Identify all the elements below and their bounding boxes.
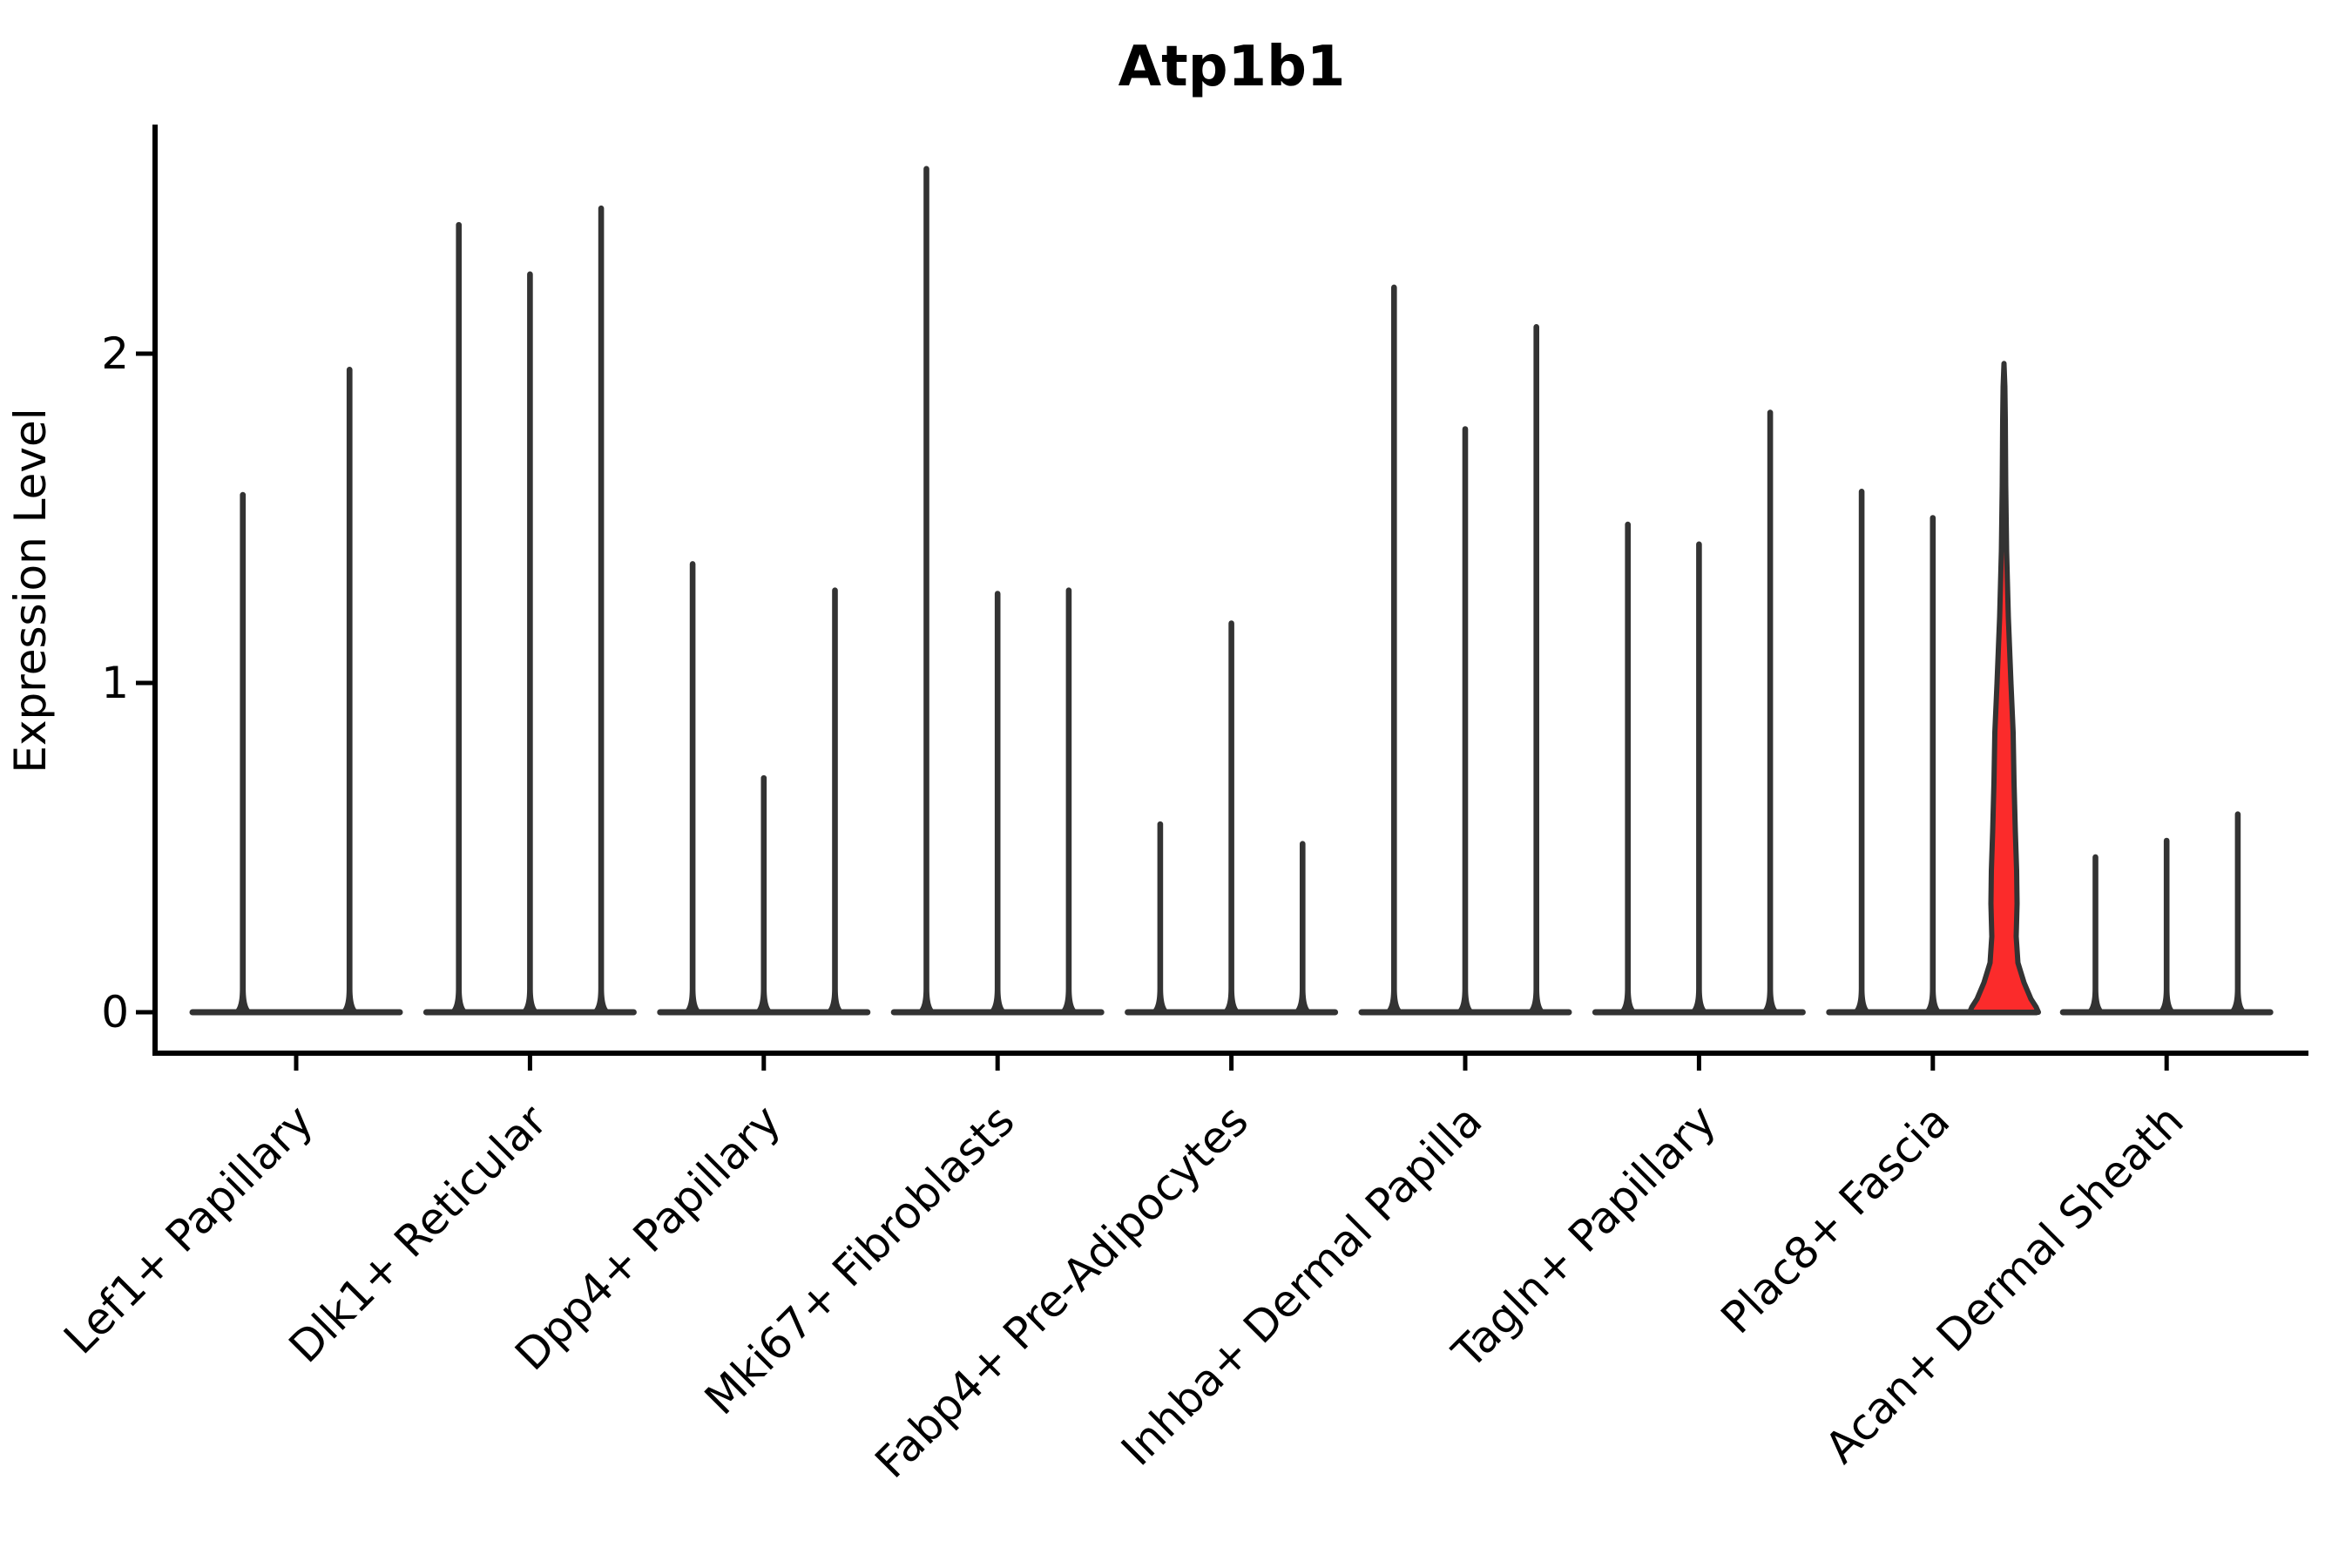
y-axis-label: Expression Level <box>5 408 56 773</box>
violin-spike <box>1382 284 1405 1012</box>
x-tick-label: Dlk1+ Reticular <box>280 1095 557 1372</box>
violin-spike <box>1687 541 1710 1012</box>
violin-spike <box>1759 409 1781 1012</box>
violin-baseline <box>189 1009 403 1016</box>
violin-spike <box>1922 515 1944 1012</box>
violin-spike <box>1058 587 1080 1012</box>
x-tick-label: Fabp4+ Pre-Adipocytes <box>866 1095 1259 1488</box>
x-tick-label: Plac8+ Fascia <box>1712 1095 1960 1343</box>
x-tick-label: Lef1+ Papillary <box>54 1095 322 1363</box>
violin-spike <box>753 774 775 1012</box>
violins-layer <box>189 166 2274 1016</box>
y-tick-label: 0 <box>101 987 129 1037</box>
violin-spike <box>1220 620 1243 1012</box>
violin-spike <box>448 221 470 1012</box>
violin-spike <box>2085 854 2106 1012</box>
violin-spike <box>2155 837 2178 1012</box>
violin-spike <box>986 591 1009 1012</box>
violin-spike <box>338 367 361 1012</box>
y-axis-ticks: 0 1 2 <box>101 328 152 1037</box>
violin-spike <box>681 561 704 1012</box>
chart-title: Atp1b1 <box>1119 35 1346 99</box>
violin-spike <box>1525 324 1548 1012</box>
violin-spike <box>1454 426 1477 1012</box>
highlighted-violin <box>1967 361 2041 1015</box>
y-tick-label: 1 <box>101 658 129 708</box>
y-tick-label: 2 <box>101 328 129 379</box>
violin-spike <box>590 205 612 1013</box>
violin-spike <box>1291 841 1314 1012</box>
violin-spike <box>518 271 541 1012</box>
violin-spike <box>824 587 846 1012</box>
violin-spike <box>1617 521 1639 1012</box>
violin-spike <box>2227 811 2249 1012</box>
violin-spike <box>232 491 254 1012</box>
violin-spike <box>916 166 937 1012</box>
violin-spike <box>1149 821 1172 1012</box>
violin-spike <box>1850 489 1873 1012</box>
